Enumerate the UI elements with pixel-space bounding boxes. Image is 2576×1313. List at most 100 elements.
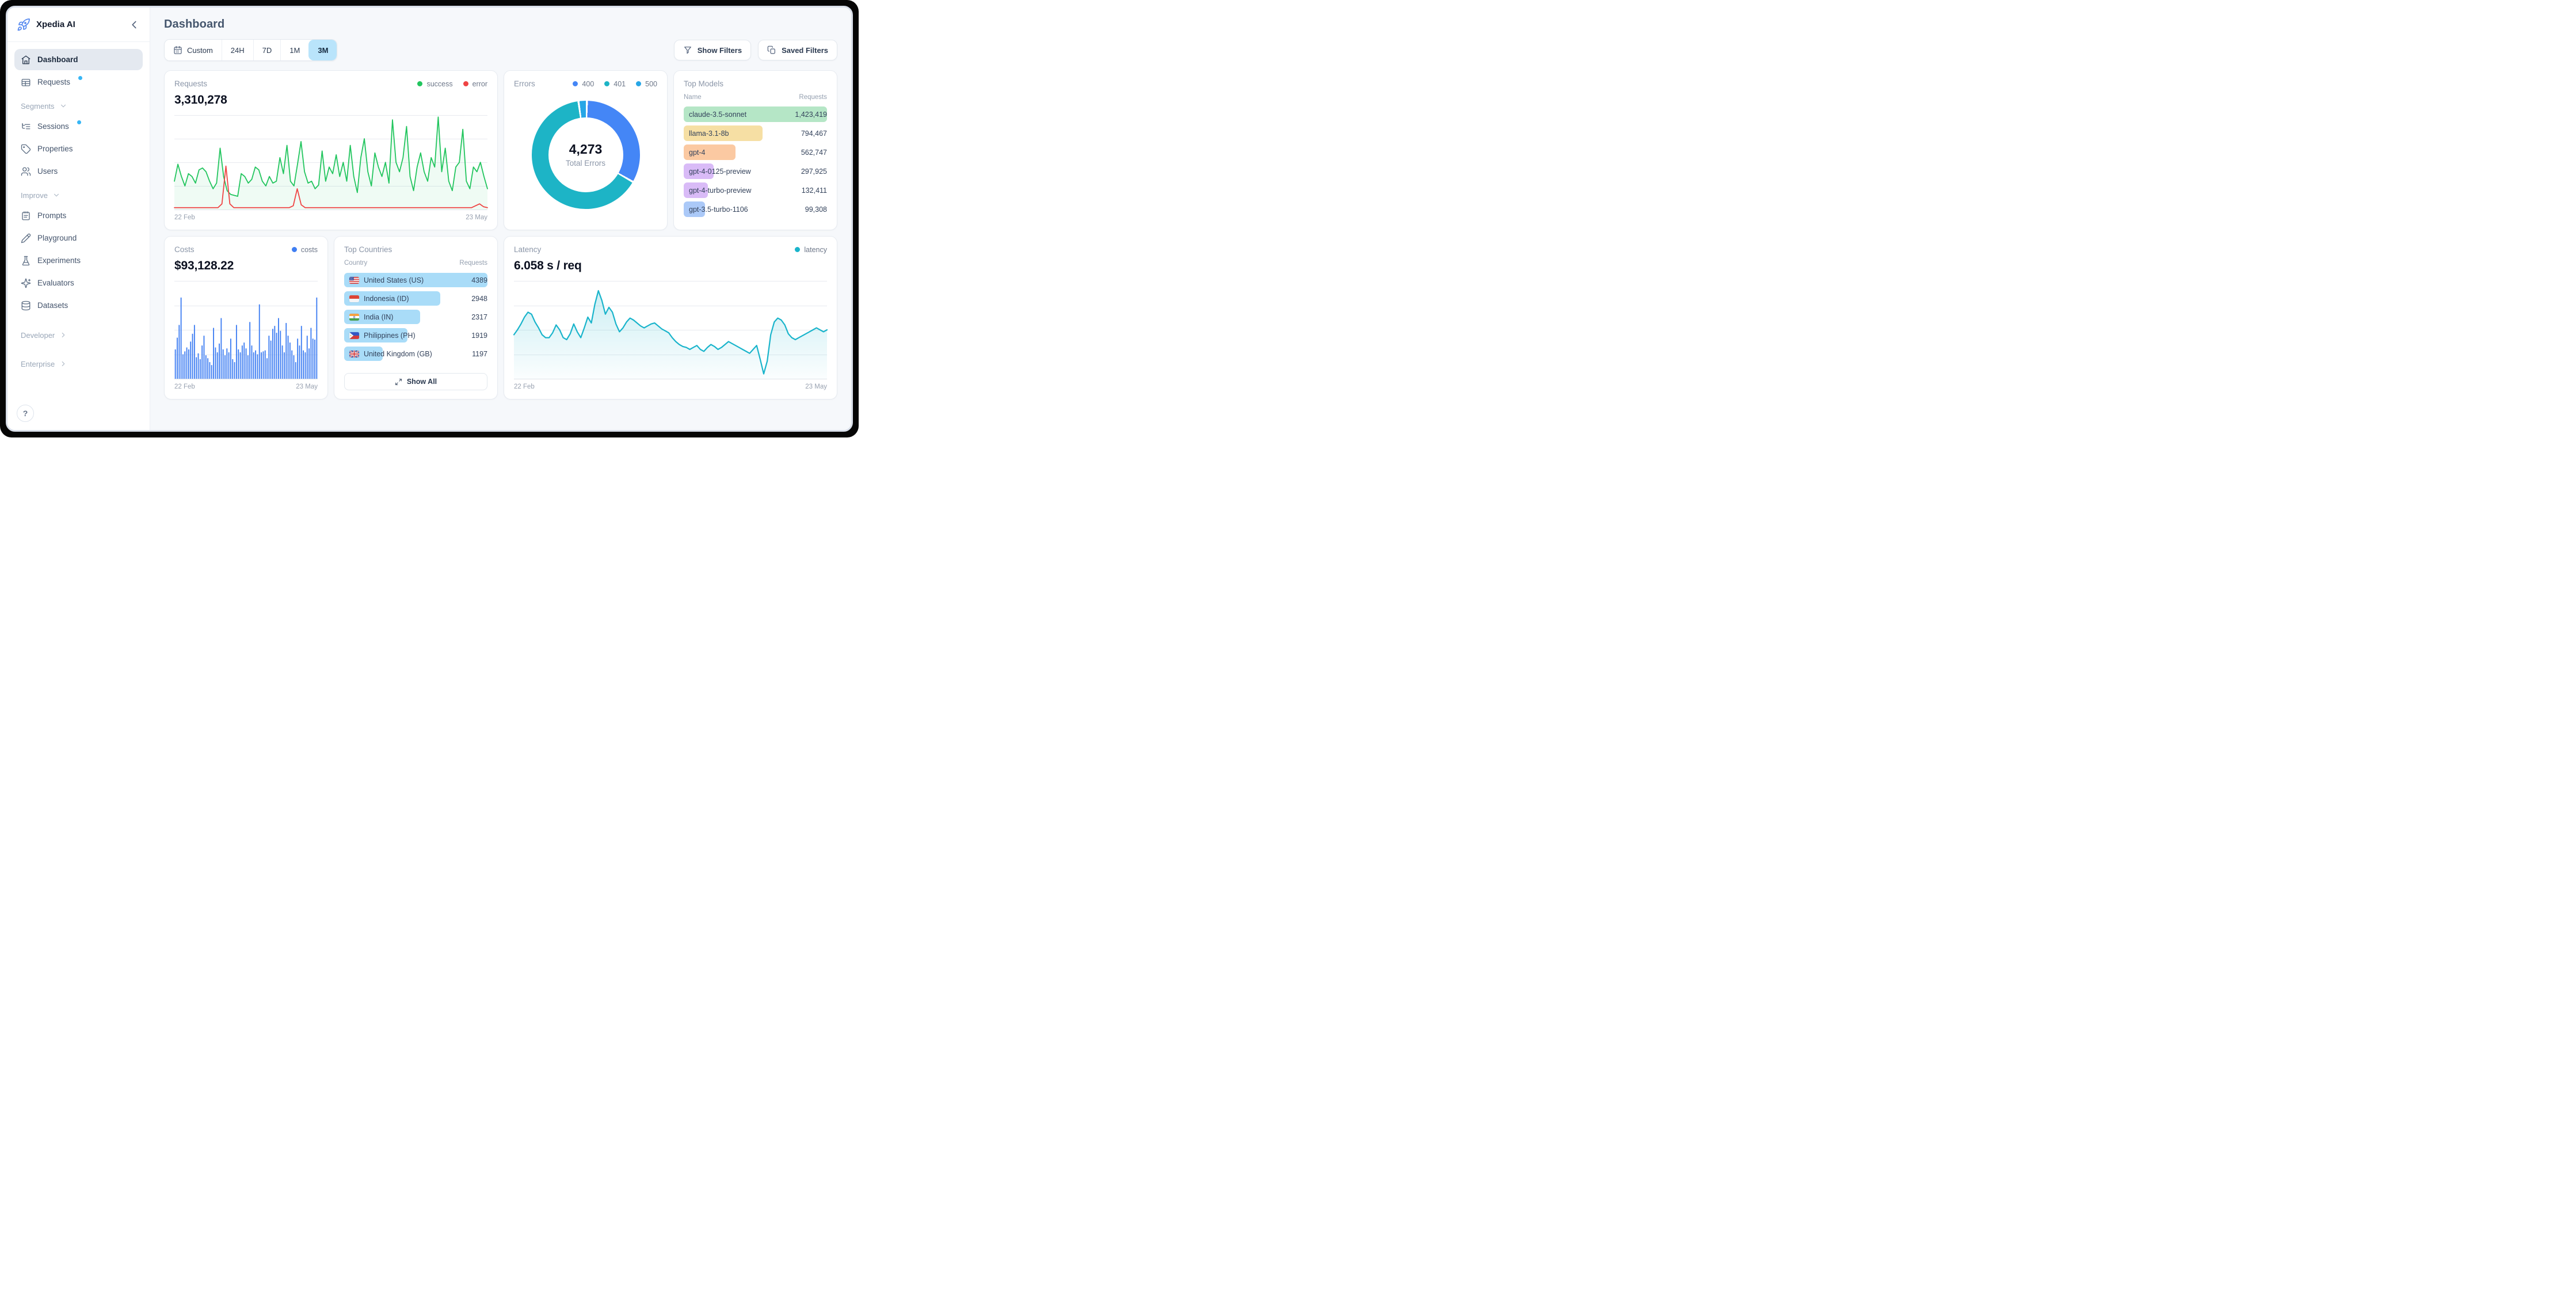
row-name: gpt-4-turbo-preview <box>684 187 751 195</box>
requests-total-value: 3,310,278 <box>174 93 227 106</box>
users-icon <box>21 166 31 177</box>
legend-dot <box>417 81 423 86</box>
requests-chart <box>174 115 487 210</box>
sidebar-item-dashboard[interactable]: Dashboard <box>14 49 143 70</box>
row-requests-value: 99,308 <box>805 205 827 214</box>
costs-bar-chart <box>174 297 318 379</box>
saved-filters-button[interactable]: Saved Filters <box>758 40 837 60</box>
top-countries-card: Top Countries Country Requests United St… <box>334 236 498 399</box>
cards-grid: Requests success error 3,310,278 22 Feb 2… <box>164 70 837 399</box>
sidebar-item-label: Sessions <box>37 122 69 131</box>
row-name: Indonesia (ID) <box>344 295 409 303</box>
model-row-llama-3-1-8b: llama-3.1-8b 794,467 <box>684 125 827 141</box>
row-label: Indonesia (ID) <box>364 294 409 303</box>
time-range-custom[interactable]: Custom <box>165 40 222 60</box>
legend-label: 500 <box>645 79 657 88</box>
x-axis-end-label: 23 May <box>805 383 827 390</box>
model-row-claude-3-5-sonnet: claude-3.5-sonnet 1,423,419 <box>684 106 827 122</box>
tag-icon <box>21 144 31 154</box>
sidebar-item-label: Prompts <box>37 211 67 220</box>
sidebar-section-developer[interactable]: Developer <box>14 325 143 345</box>
sidebar-item-label: Properties <box>37 144 73 153</box>
page-title: Dashboard <box>164 18 225 31</box>
sidebar-section-enterprise[interactable]: Enterprise <box>14 354 143 374</box>
chevron-right-icon <box>59 360 67 368</box>
filter-buttons: Show Filters Saved Filters <box>673 40 837 60</box>
row-name: gpt-4 <box>684 149 706 157</box>
time-range-24h[interactable]: 24H <box>221 40 253 60</box>
show-all-button[interactable]: Show All <box>344 373 487 390</box>
sidebar-nav: Dashboard Requests Segments Sessions Propert… <box>7 42 150 397</box>
legend-item-400: 400 <box>573 80 594 88</box>
sidebar-section-label: Enterprise <box>21 359 55 368</box>
errors-card: Errors 400 401 500 4,273 Total Errors <box>504 70 668 230</box>
sidebar-item-properties[interactable]: Properties <box>14 138 143 159</box>
time-range-label: Custom <box>187 45 213 55</box>
flag-id-icon <box>349 295 359 302</box>
row-requests-value: 297,925 <box>801 167 827 176</box>
row-requests-value: 1919 <box>471 331 487 340</box>
country-row-philippines-ph-: Philippines (PH) 1919 <box>344 328 487 342</box>
requests-line-chart <box>174 115 487 210</box>
time-range-3m[interactable]: 3M <box>308 40 337 60</box>
sidebar-item-sessions[interactable]: Sessions <box>14 116 143 137</box>
sidebar-item-label: Dashboard <box>37 55 78 64</box>
main-content: Dashboard Custom 24H 7D 1M 3M Show Filters S… <box>150 7 851 430</box>
model-row-gpt-4-0125-preview: gpt-4-0125-preview 297,925 <box>684 163 827 179</box>
sidebar-section-label: Developer <box>21 330 55 340</box>
sidebar-item-label: Playground <box>37 234 77 242</box>
sidebar-section-label: Improve <box>21 191 48 200</box>
sidebar-item-requests[interactable]: Requests <box>14 71 143 93</box>
legend-item-401: 401 <box>604 80 626 88</box>
top-countries-card-title: Top Countries <box>344 245 393 254</box>
sidebar-collapse-button[interactable] <box>128 18 140 31</box>
time-range-group: Custom 24H 7D 1M 3M <box>164 39 338 61</box>
brand-name: Xpedia AI <box>36 20 75 29</box>
row-label: India (IN) <box>364 313 394 321</box>
sidebar-item-experiments[interactable]: Experiments <box>14 250 143 271</box>
country-row-united-kingdom-gb-: United Kingdom (GB) 1197 <box>344 347 487 361</box>
rank-bar <box>684 182 708 198</box>
time-range-7d[interactable]: 7D <box>253 40 281 60</box>
time-range-label: 1M <box>289 45 300 55</box>
x-axis-end-label: 23 May <box>466 214 487 221</box>
funnel-icon <box>683 45 692 55</box>
list-tree-icon <box>21 121 31 132</box>
top-models-rows: claude-3.5-sonnet 1,423,419 llama-3.1-8b 79… <box>684 103 827 217</box>
requests-legend: success error <box>417 80 487 88</box>
sidebar-item-users[interactable]: Users <box>14 161 143 182</box>
row-label: gpt-4-turbo-preview <box>689 186 752 195</box>
copy-icon <box>767 45 776 55</box>
row-requests-value: 1,423,419 <box>795 110 827 119</box>
latency-card: Latency latency 6.058 s / req 22 Feb 23 … <box>504 236 837 399</box>
show-all-label: Show All <box>406 378 437 386</box>
sidebar-item-datasets[interactable]: Datasets <box>14 295 143 316</box>
table-icon <box>21 77 31 87</box>
help-button[interactable]: ? <box>17 405 34 422</box>
brand: Xpedia AI <box>7 7 150 42</box>
home-icon <box>21 55 31 65</box>
flag-in-icon <box>349 313 359 321</box>
show-filters-button[interactable]: Show Filters <box>673 40 752 60</box>
flask-icon <box>21 256 31 266</box>
sidebar-item-playground[interactable]: Playground <box>14 227 143 249</box>
legend-dot <box>604 81 610 86</box>
latency-legend: latency <box>795 246 827 254</box>
rank-bar <box>684 125 763 141</box>
sidebar-item-prompts[interactable]: Prompts <box>14 205 143 226</box>
countries-col-requests: Requests <box>459 260 487 267</box>
rank-bar <box>684 144 736 160</box>
total-errors-value: 4,273 <box>569 142 603 157</box>
requests-card: Requests success error 3,310,278 22 Feb 2… <box>164 70 498 230</box>
sidebar-item-evaluators[interactable]: Evaluators <box>14 272 143 294</box>
latency-card-title: Latency <box>514 245 542 254</box>
sidebar-section-segments[interactable]: Segments <box>14 96 143 116</box>
sidebar-section-improve[interactable]: Improve <box>14 185 143 205</box>
row-label: gpt-3.5-turbo-1106 <box>689 205 748 214</box>
expand-icon <box>395 378 402 386</box>
flag-gb-icon <box>349 350 359 357</box>
time-range-1m[interactable]: 1M <box>280 40 309 60</box>
row-label: United States (US) <box>364 276 424 284</box>
row-requests-value: 2317 <box>471 313 487 321</box>
row-requests-value: 4389 <box>471 276 487 284</box>
